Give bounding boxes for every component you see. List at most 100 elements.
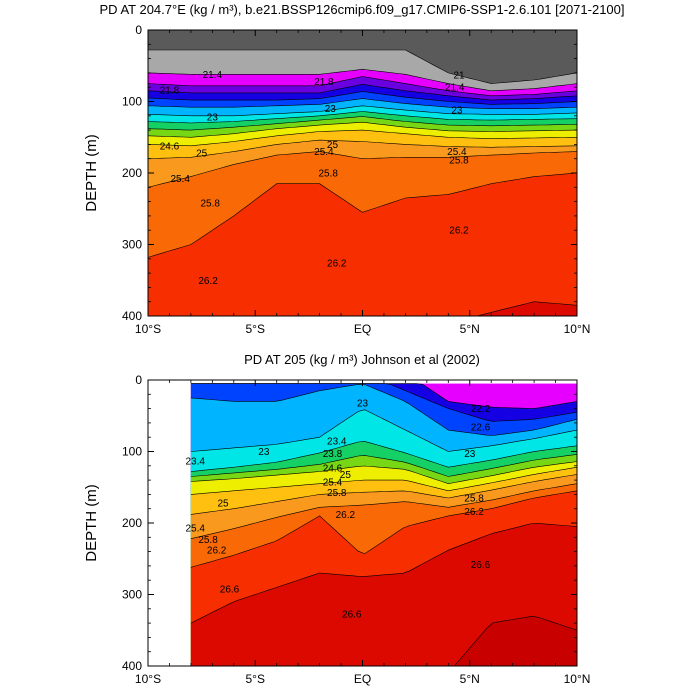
- contour-label: 23: [464, 449, 476, 460]
- contour-band: [148, 173, 577, 316]
- contour-line: [475, 301, 577, 316]
- contour-line: [148, 111, 577, 124]
- contour-label: 26.2: [336, 510, 356, 521]
- contour-line: [190, 523, 577, 624]
- panel-2-plot-area: 22.222.623232323.423.423.824.6252525.425…: [122, 373, 590, 686]
- contour-label: 21: [453, 71, 465, 82]
- contour-line: [190, 483, 577, 539]
- y-tick-label: 200: [122, 166, 142, 180]
- contour-line: [148, 49, 577, 84]
- x-tick-label: 5°S: [246, 322, 265, 336]
- contour-line: [190, 490, 577, 568]
- contour-label: 23.4: [327, 436, 347, 447]
- contour-label: 26.2: [207, 546, 227, 557]
- y-tick-label: 300: [122, 238, 142, 252]
- contour-label: 26.2: [327, 259, 347, 270]
- contour-label: 23: [207, 113, 219, 124]
- contour-label: 26.6: [342, 609, 362, 620]
- contour-label: 26.2: [464, 507, 484, 518]
- contour-label: 21.8: [314, 77, 334, 88]
- contour-line: [190, 461, 577, 485]
- contour-line: [148, 68, 577, 92]
- contour-line: [148, 105, 577, 117]
- panel-1-title: PD AT 204.7°E (kg / m³), b.e21.BSSP126cm…: [99, 2, 624, 17]
- panel-2-ylabel: DEPTH (m): [83, 484, 100, 562]
- contour-label: 23.4: [185, 456, 205, 467]
- contour-label: 25.4: [447, 147, 467, 158]
- contour-label: 23: [451, 106, 463, 117]
- contour-line: [190, 409, 577, 452]
- contour-band: [190, 523, 577, 666]
- contour-label: 26.6: [220, 584, 240, 595]
- contour-fill-group: 22.222.623232323.423.423.824.6252525.425…: [185, 383, 577, 666]
- contour-label: 25.8: [198, 535, 218, 546]
- contour-line: [148, 116, 577, 131]
- contour-line: [148, 139, 577, 159]
- contour-label: 25.8: [449, 156, 469, 167]
- x-tick-label: 5°N: [460, 322, 480, 336]
- contour-line: [190, 441, 577, 472]
- contour-line: [148, 98, 577, 109]
- y-tick-label: 400: [122, 659, 142, 673]
- contour-label: 24.6: [323, 463, 343, 474]
- contour-label: 25: [218, 498, 230, 509]
- contour-label: 21.8: [160, 86, 180, 97]
- y-tick-label: 300: [122, 588, 142, 602]
- contour-label: 25.4: [314, 147, 334, 158]
- y-tick-label: 0: [135, 23, 142, 37]
- contour-label: 22.6: [471, 423, 491, 434]
- panel-1-ylabel: DEPTH (m): [83, 134, 100, 212]
- contour-line: [453, 615, 577, 666]
- contour-label: 25: [196, 148, 208, 159]
- panel-2-title: PD AT 205 (kg / m³) Johnson et al (2002): [244, 352, 480, 367]
- contour-label: 26.2: [198, 276, 218, 287]
- contour-line: [148, 91, 577, 105]
- x-tick-label: EQ: [354, 672, 371, 686]
- contour-line: [148, 172, 577, 258]
- contour-line: [148, 121, 577, 138]
- contour-band: [476, 301, 577, 316]
- contour-label: 22.2: [471, 404, 491, 415]
- contour-label: 23: [357, 398, 369, 409]
- x-tick-label: 10°N: [564, 672, 591, 686]
- contour-label: 23.8: [323, 449, 343, 460]
- contour-label: 25: [327, 140, 339, 151]
- contour-label: 21.4: [445, 83, 465, 94]
- contour-line: [148, 76, 577, 97]
- y-tick-label: 100: [122, 445, 142, 459]
- x-tick-label: 5°S: [246, 672, 265, 686]
- x-tick-label: 5°N: [460, 672, 480, 686]
- contour-label: 23: [325, 104, 337, 115]
- contour-label: 25.4: [323, 478, 343, 489]
- contour-band: [454, 616, 577, 666]
- x-tick-label: 10°N: [564, 322, 591, 336]
- contour-line: [190, 474, 577, 515]
- x-tick-label: 10°S: [135, 322, 161, 336]
- contour-label: 26.2: [449, 226, 469, 237]
- y-tick-label: 100: [122, 95, 142, 109]
- contour-label: 23: [258, 447, 270, 458]
- contour-line: [148, 83, 577, 101]
- contour-line: [190, 454, 577, 477]
- contour-label: 25.8: [318, 169, 338, 180]
- contour-line: [148, 129, 577, 147]
- contour-line: [190, 383, 577, 436]
- x-tick-label: EQ: [354, 322, 371, 336]
- contour-line: [190, 466, 577, 495]
- contour-label: 25.8: [464, 493, 484, 504]
- contour-label: 25.8: [327, 488, 347, 499]
- x-tick-label: 10°S: [135, 672, 161, 686]
- contour-label: 25.8: [200, 199, 220, 210]
- y-tick-label: 400: [122, 309, 142, 323]
- contour-label: 21.4: [203, 70, 223, 81]
- y-tick-label: 0: [135, 373, 142, 387]
- contour-label: 25.4: [170, 174, 190, 185]
- contour-label: 24.6: [160, 141, 180, 152]
- contour-label: 25: [340, 470, 352, 481]
- contour-label: 26.6: [471, 560, 491, 571]
- y-tick-label: 200: [122, 516, 142, 530]
- contour-label: 25.4: [185, 524, 205, 535]
